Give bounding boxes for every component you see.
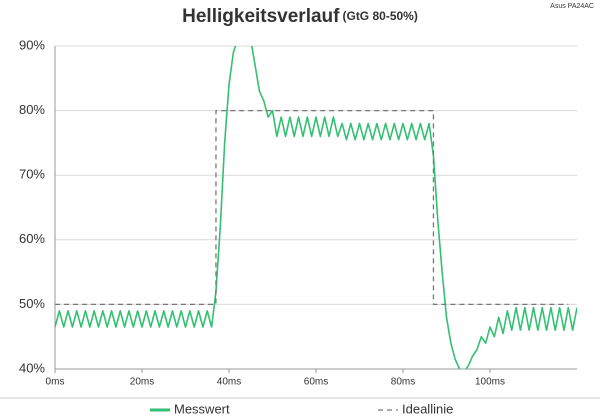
x-tick-label: 80ms — [391, 377, 415, 388]
chart-title: Helligkeitsverlauf (GtG 80-50%) — [182, 6, 418, 27]
x-tick-label: 40ms — [217, 377, 241, 388]
x-tick-label: 20ms — [130, 377, 154, 388]
legend-label: Messwert — [174, 401, 230, 416]
title: Helligkeitsverlauf — [182, 6, 340, 27]
subtitle: (GtG 80-50%) — [342, 9, 417, 23]
y-tick-label: 40% — [19, 360, 45, 375]
y-tick-label: 90% — [19, 37, 45, 52]
annotation: Asus PA24AC — [550, 3, 594, 10]
y-tick-label: 70% — [19, 167, 45, 182]
y-tick-label: 60% — [19, 231, 45, 246]
plot-area — [55, 46, 577, 369]
series-line — [55, 109, 569, 306]
legend-label: Ideallinie — [402, 401, 453, 416]
x-tick-label: 0ms — [46, 377, 65, 388]
x-tick-label: 60ms — [304, 377, 328, 388]
x-tick-label: 100ms — [475, 377, 505, 388]
y-tick-label: 80% — [19, 102, 45, 117]
y-tick-label: 50% — [19, 296, 45, 311]
series-line — [55, 46, 577, 369]
